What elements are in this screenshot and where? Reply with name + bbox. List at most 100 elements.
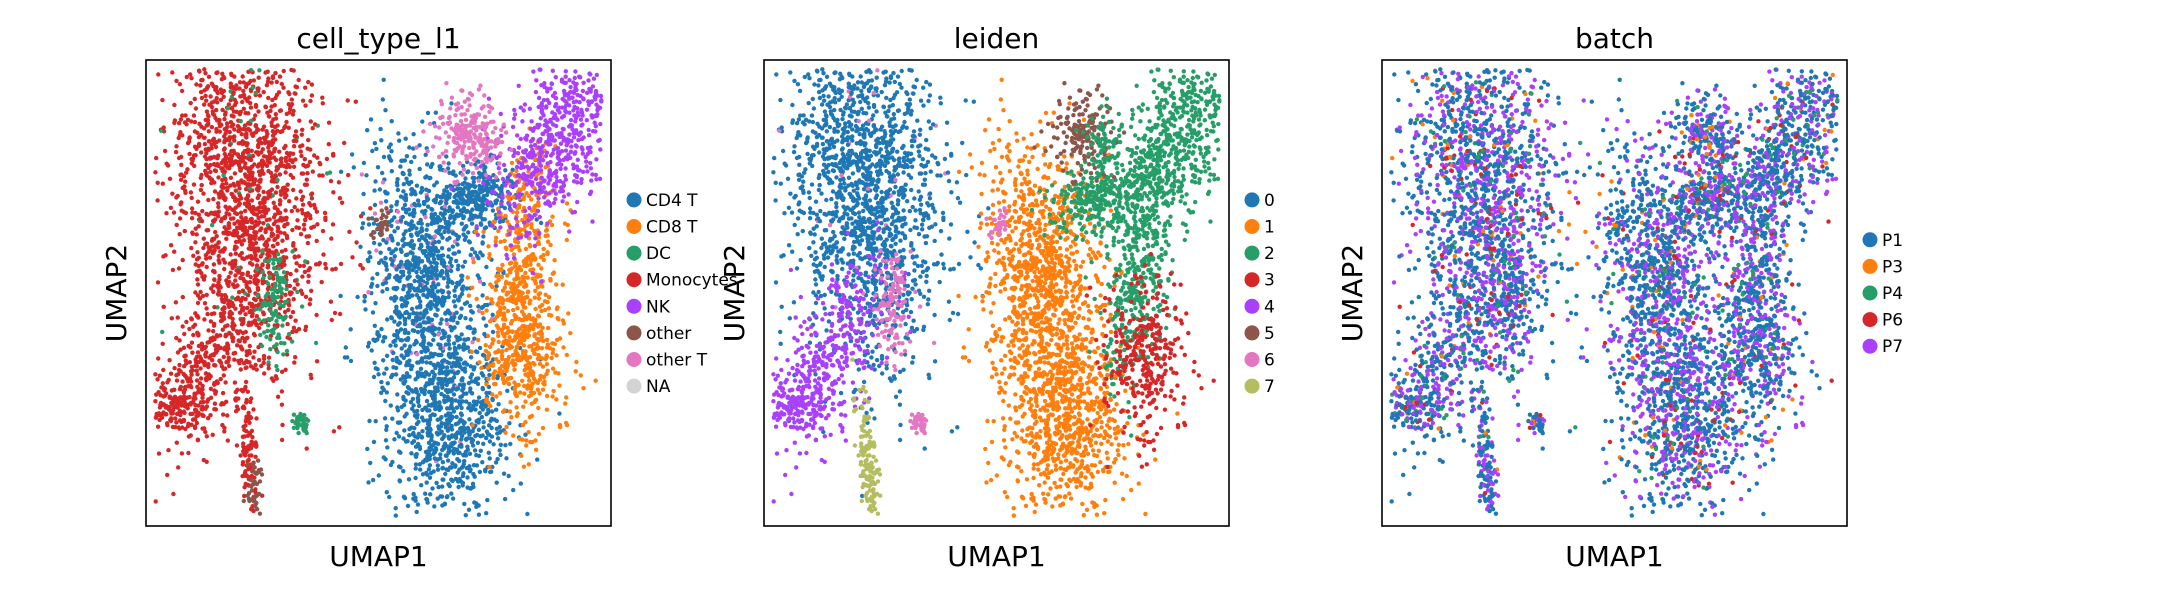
scatter-point — [506, 354, 512, 360]
scatter-point — [366, 340, 372, 346]
scatter-point — [240, 321, 245, 326]
scatter-point — [235, 283, 240, 288]
scatter-point — [370, 276, 375, 281]
scatter-point — [330, 222, 336, 227]
scatter-point — [289, 102, 295, 107]
scatter-point — [539, 331, 545, 337]
scatter-point — [415, 329, 421, 335]
scatter-point — [545, 233, 550, 238]
scatter-point — [429, 317, 435, 322]
scatter-point — [390, 258, 395, 264]
scatter-point — [370, 310, 376, 315]
scatter-point — [446, 280, 451, 285]
scatter-point — [526, 430, 531, 435]
scatter-point — [383, 438, 389, 443]
scatter-point — [273, 374, 279, 379]
scatter-point — [153, 170, 158, 175]
scatter-point — [510, 338, 515, 343]
scatter-point — [295, 282, 300, 287]
scatter-point — [220, 107, 225, 113]
scatter-point — [523, 305, 528, 310]
scatter-point — [275, 349, 280, 355]
scatter-point — [213, 363, 218, 368]
scatter-point — [527, 394, 532, 399]
scatter-point — [414, 305, 420, 310]
scatter-point — [469, 197, 474, 202]
scatter-point — [481, 202, 486, 207]
scatter-point — [546, 325, 551, 331]
scatter-point — [245, 270, 251, 275]
scatter-point — [452, 288, 457, 293]
scatter-point — [194, 232, 199, 237]
scatter-point — [265, 281, 271, 286]
scatter-point — [214, 96, 219, 101]
scatter-point — [232, 232, 238, 238]
scatter-point — [455, 370, 460, 376]
scatter-point — [255, 188, 261, 193]
scatter-point — [510, 353, 516, 358]
scatter-point — [247, 95, 252, 100]
scatter-point — [446, 247, 452, 252]
scatter-point — [518, 481, 523, 486]
scatter-point — [465, 336, 471, 342]
scatter-point — [282, 185, 287, 190]
scatter-point — [481, 441, 486, 446]
scatter-point — [308, 372, 313, 377]
scatter-point — [359, 172, 364, 177]
scatter-point — [415, 360, 420, 365]
scatter-point — [215, 156, 220, 161]
scatter-point — [426, 422, 432, 427]
scatter-point — [207, 156, 212, 161]
scatter-point — [384, 286, 390, 292]
scatter-point — [516, 276, 521, 281]
scatter-point — [392, 319, 397, 324]
scatter-point — [407, 212, 412, 217]
scatter-point — [436, 381, 441, 386]
scatter-point — [504, 292, 509, 297]
scatter-point — [403, 398, 408, 403]
scatter-point — [215, 100, 220, 105]
scatter-point — [404, 154, 410, 159]
scatter-point — [557, 383, 562, 388]
scatter-point — [281, 163, 287, 169]
scatter-point — [240, 99, 245, 105]
scatter-point — [216, 175, 221, 180]
scatter-point — [527, 415, 533, 420]
scatter-point — [169, 388, 174, 393]
scatter-point — [229, 106, 234, 111]
scatter-point — [281, 352, 286, 357]
scatter-point — [243, 379, 249, 385]
scatter-point — [463, 513, 468, 518]
scatter-point — [428, 235, 433, 240]
scatter-point — [217, 273, 222, 279]
scatter-point — [186, 421, 191, 426]
scatter-point — [490, 337, 495, 342]
scatter-point — [248, 118, 254, 124]
scatter-point — [180, 294, 185, 300]
scatter-point — [380, 385, 385, 390]
scatter-point — [264, 208, 269, 214]
scatter-point — [425, 204, 431, 209]
scatter-point — [474, 296, 479, 302]
scatter-point — [485, 497, 490, 503]
scatter-point — [258, 205, 263, 210]
scatter-point — [438, 405, 444, 411]
scatter-point — [451, 386, 456, 391]
scatter-point — [249, 304, 255, 309]
scatter-point — [273, 112, 278, 117]
scatter-point — [329, 317, 334, 323]
scatter-point — [455, 242, 460, 247]
scatter-point — [419, 221, 424, 226]
scatter-point — [423, 215, 428, 220]
scatter-point — [395, 209, 401, 214]
scatter-point — [222, 225, 227, 230]
scatter-point — [383, 189, 388, 194]
scatter-point — [337, 311, 343, 317]
scatter-point — [449, 491, 454, 496]
scatter-point — [382, 371, 387, 376]
scatter-point — [489, 297, 494, 302]
scatter-point — [380, 281, 386, 287]
scatter-point — [426, 188, 432, 194]
scatter-point — [460, 273, 465, 279]
scatter-point — [375, 271, 380, 277]
